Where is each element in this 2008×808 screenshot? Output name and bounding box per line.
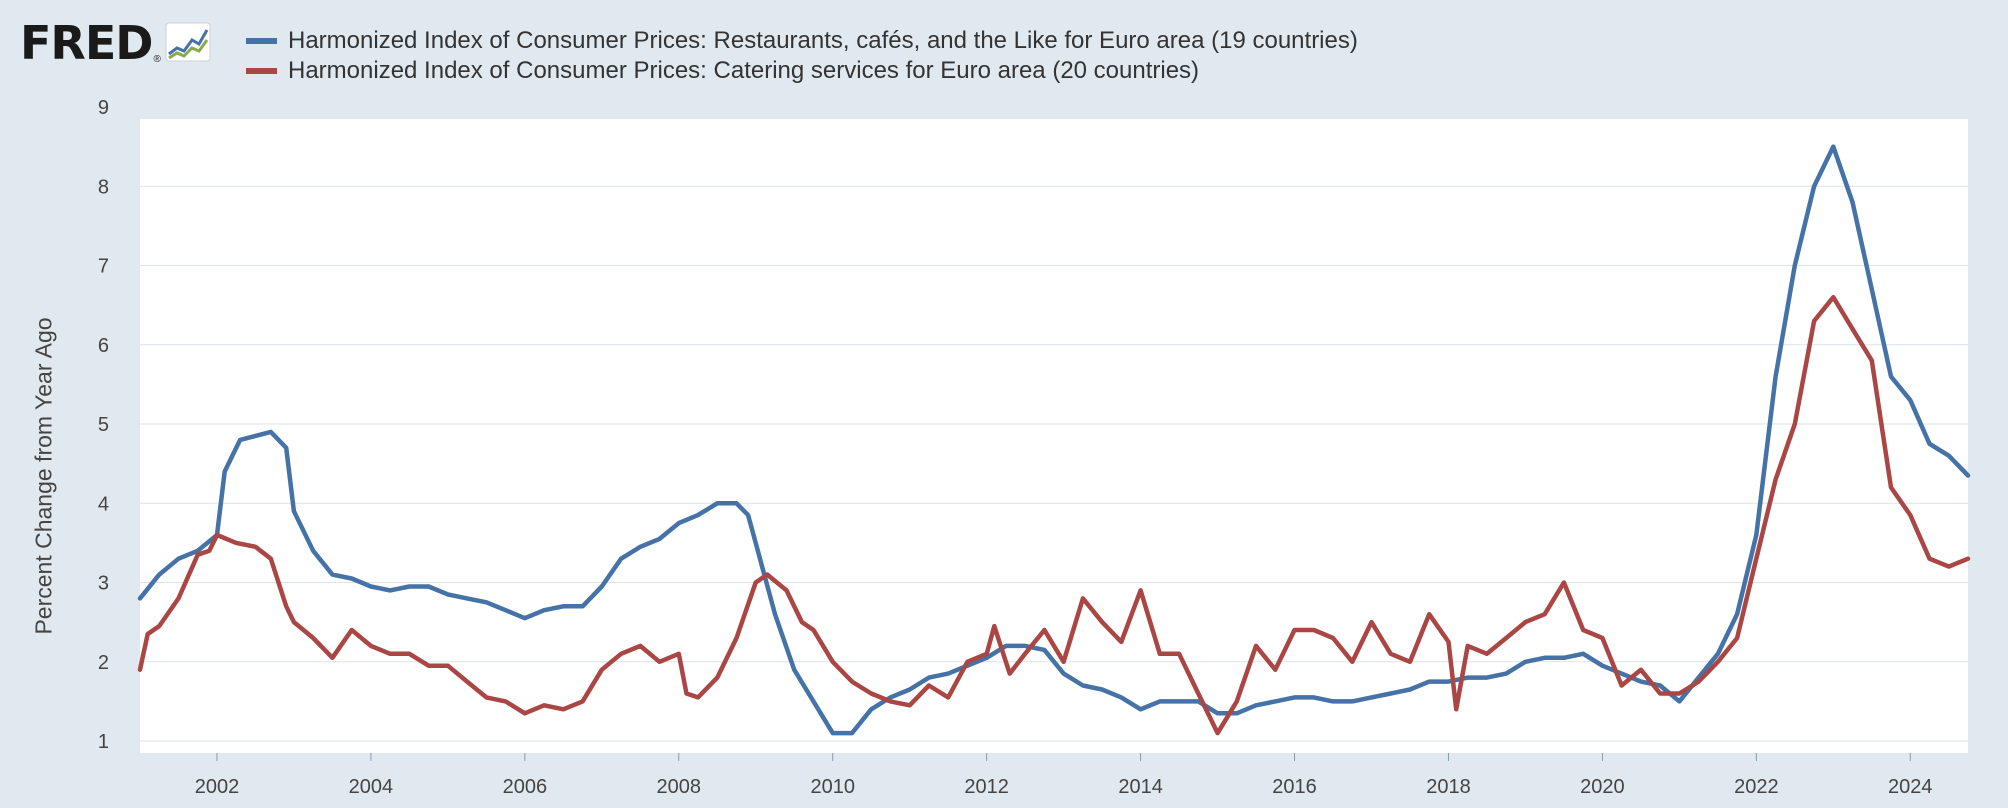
x-tick-label-2018: 2018 (1426, 776, 1471, 798)
x-tick-label-2006: 2006 (503, 776, 548, 798)
legend-item-catering[interactable]: Harmonized Index of Consumer Prices: Cat… (246, 56, 1358, 86)
y-tick-label-9: 9 (98, 97, 109, 119)
fred-logo[interactable]: FRED ® (20, 18, 211, 68)
x-tick-label-2002: 2002 (195, 776, 240, 798)
x-tick-label-2020: 2020 (1580, 776, 1625, 798)
logo-text: FRED (20, 16, 153, 70)
x-tick-label-2022: 2022 (1734, 776, 1779, 798)
grid-lines (140, 185, 1968, 742)
x-axis-ticks: 2002 2004 2006 2008 2010 2012 2014 2016 2018 2020… (195, 753, 1933, 798)
y-tick-label-5: 5 (98, 414, 109, 436)
legend-label-restaurants: Harmonized Index of Consumer Prices: Res… (288, 27, 1358, 54)
chart-legend: Harmonized Index of Consumer Prices: Res… (246, 26, 1358, 86)
x-tick-label-2004: 2004 (349, 776, 394, 798)
y-tick-label-8: 8 (98, 176, 109, 198)
x-tick-label-2008: 2008 (657, 776, 702, 798)
y-tick-label-4: 4 (98, 493, 109, 515)
series-lines (137, 144, 1971, 736)
y-tick-label-1: 1 (98, 731, 109, 753)
logo-registered-mark: ® (153, 54, 161, 65)
y-axis-ticks: 1 2 3 4 5 6 7 8 9 (98, 97, 109, 753)
legend-swatch-restaurants (246, 38, 277, 44)
line-chart-icon (165, 22, 211, 67)
y-tick-label-6: 6 (98, 335, 109, 357)
x-tick-label-2012: 2012 (964, 776, 1009, 798)
legend-swatch-catering (246, 68, 277, 74)
x-tick-label-2014: 2014 (1118, 776, 1163, 798)
legend-item-restaurants[interactable]: Harmonized Index of Consumer Prices: Res… (246, 26, 1358, 56)
y-tick-label-3: 3 (98, 573, 109, 595)
legend-label-catering: Harmonized Index of Consumer Prices: Cat… (288, 57, 1200, 84)
y-tick-label-2: 2 (98, 652, 109, 674)
series-line-catering (137, 294, 1971, 736)
x-tick-label-2024: 2024 (1888, 776, 1933, 798)
y-tick-label-7: 7 (98, 256, 109, 278)
x-tick-label-2016: 2016 (1272, 776, 1317, 798)
x-tick-label-2010: 2010 (810, 776, 855, 798)
